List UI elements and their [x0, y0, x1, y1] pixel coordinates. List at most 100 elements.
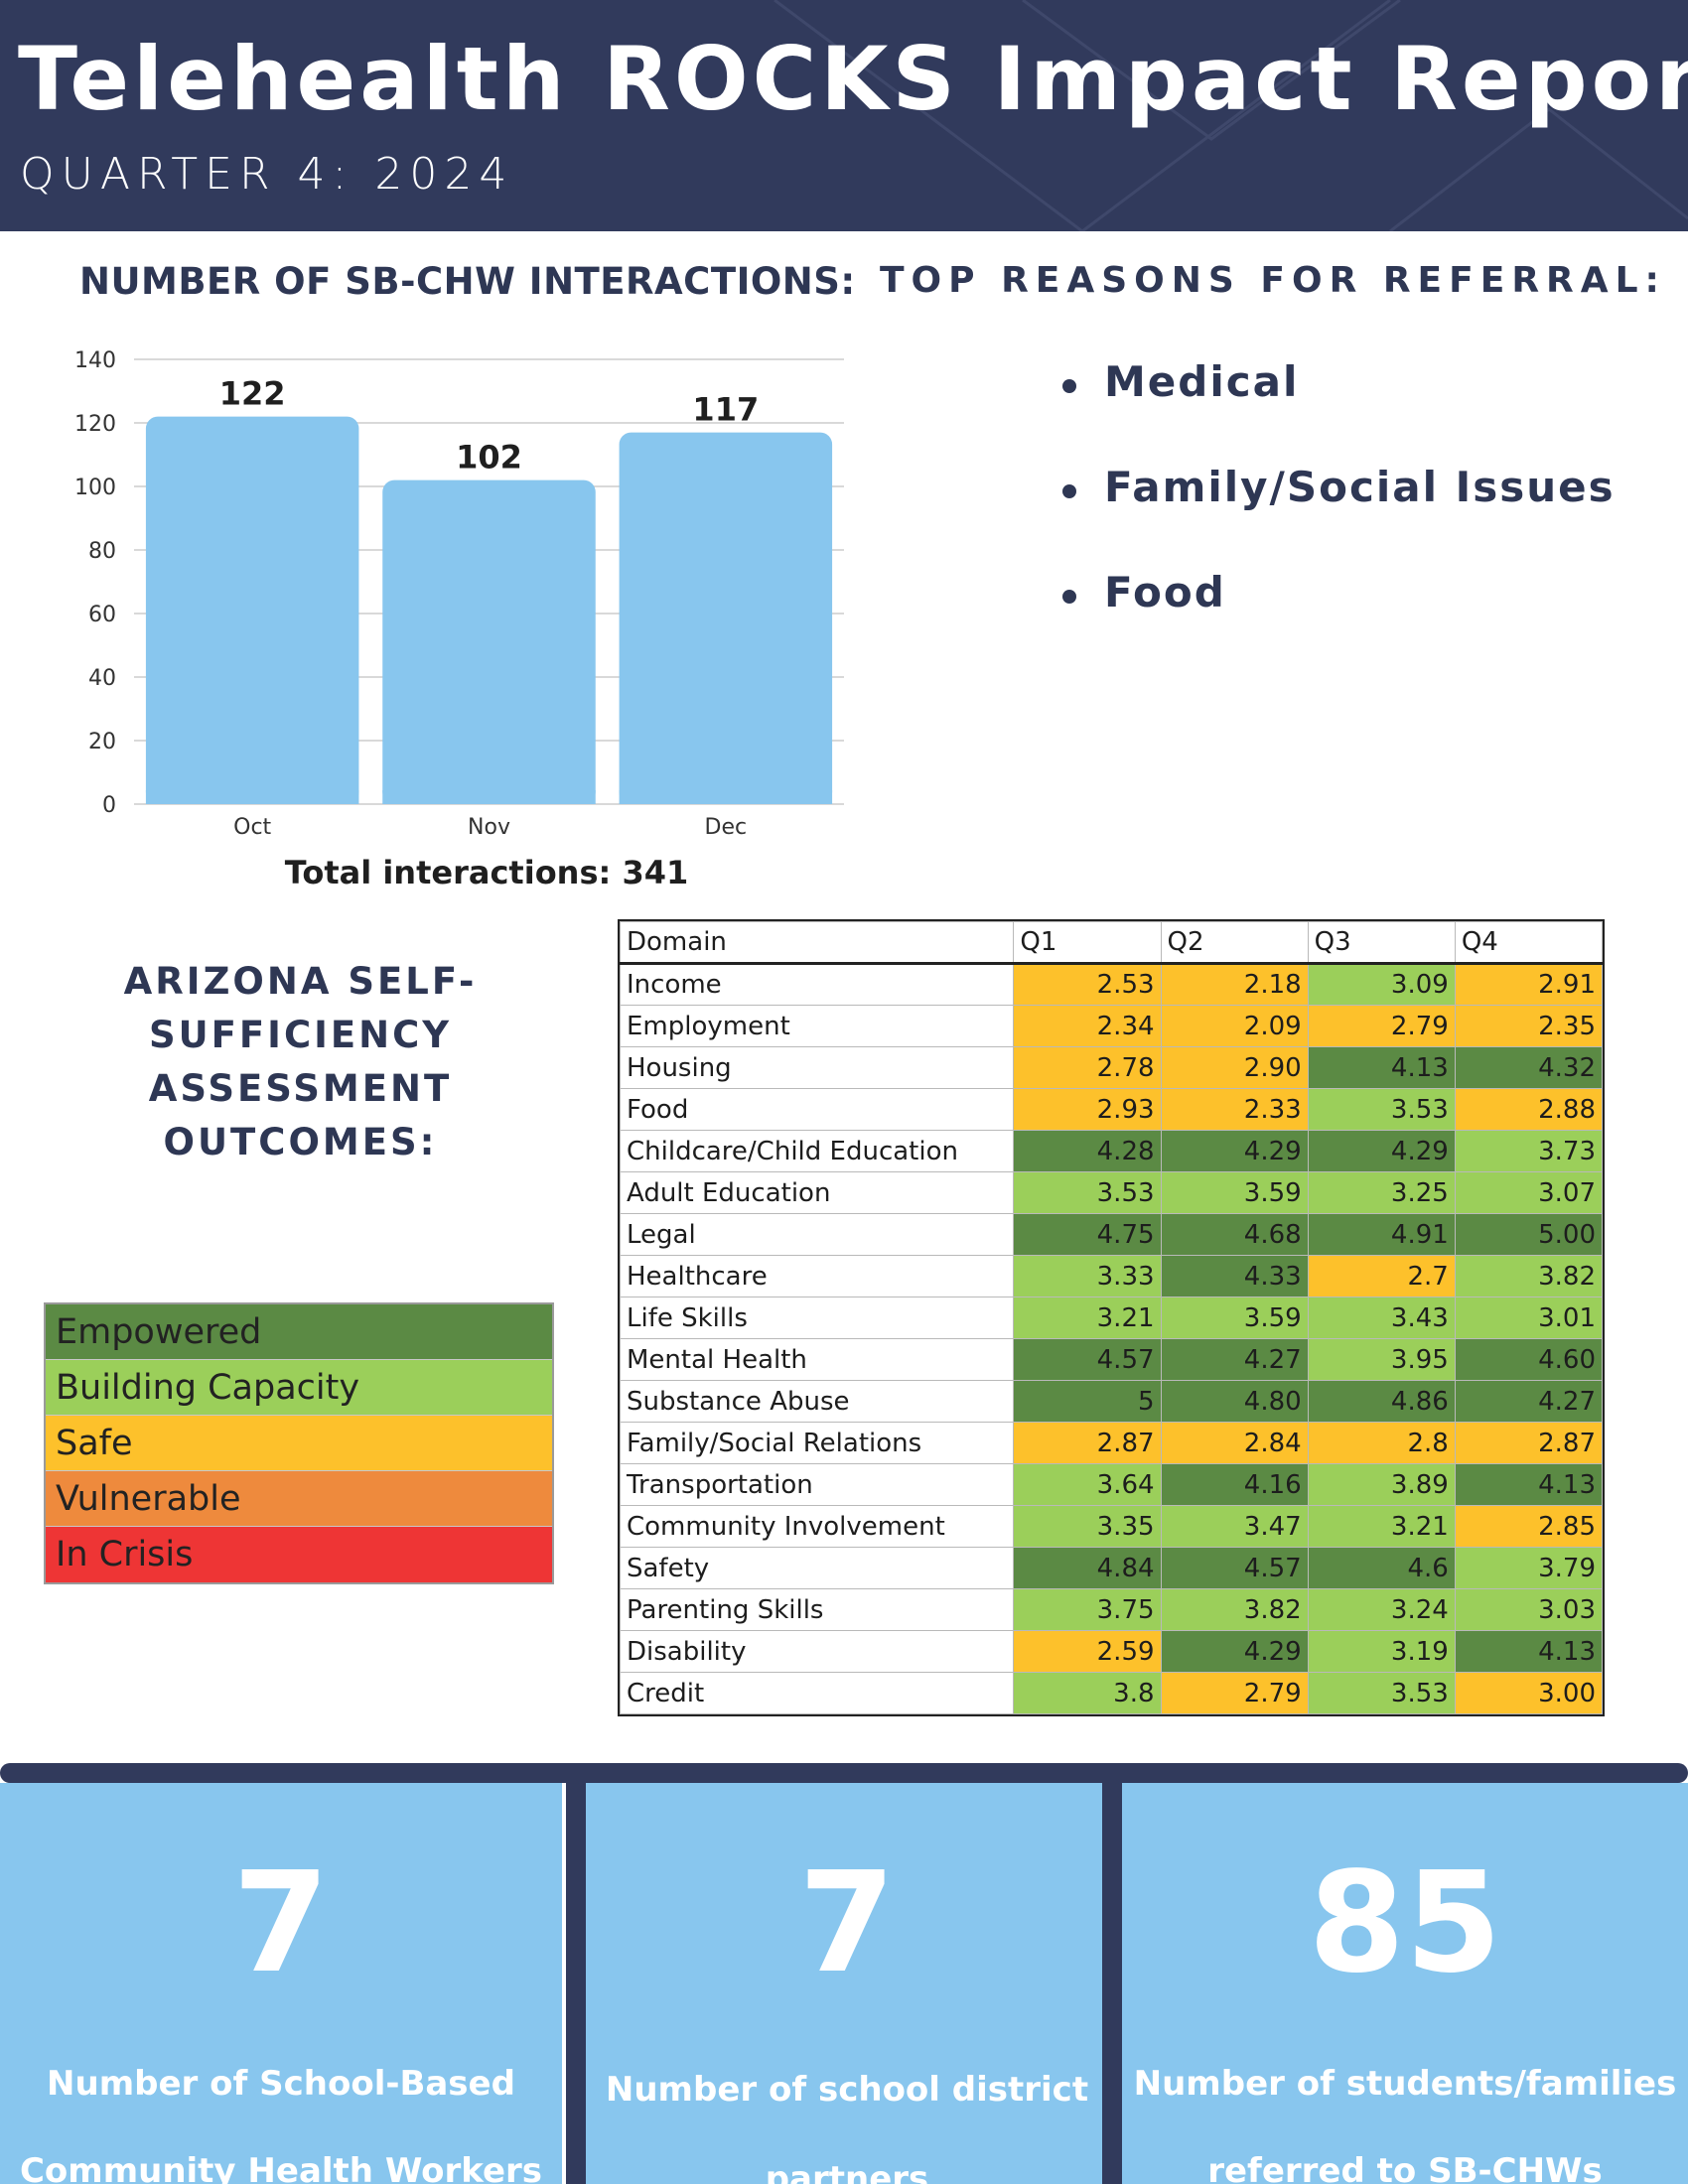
score-cell: 4.57	[1013, 1338, 1162, 1381]
score-cell: 4.29	[1307, 1130, 1456, 1172]
assessment-title-line: SUFFICIENCY	[148, 1014, 453, 1056]
score-cell: 3.82	[1160, 1588, 1309, 1631]
score-cell: 2.87	[1454, 1422, 1604, 1464]
score-cell: 4.75	[1013, 1213, 1162, 1256]
x-tick-label: Nov	[468, 815, 510, 840]
score-cell: 4.13	[1454, 1463, 1604, 1506]
score-cell: 3.59	[1160, 1171, 1309, 1214]
stat-label-line: Community Health Workers	[19, 2151, 543, 2184]
score-cell: 3.75	[1013, 1588, 1162, 1631]
domain-cell: Employment	[619, 1005, 1015, 1047]
table-row: Family/Social Relations 2.87 2.84 2.8 2.87	[619, 1422, 1604, 1464]
score-cell: 3.64	[1013, 1463, 1162, 1506]
score-cell: 3.07	[1454, 1171, 1604, 1214]
y-tick-label: 80	[88, 539, 116, 564]
domain-cell: Mental Health	[619, 1338, 1015, 1381]
score-cell: 2.35	[1454, 1005, 1604, 1047]
score-cell: 2.88	[1454, 1088, 1604, 1131]
stat-label-line: Number of students/families	[1133, 2064, 1677, 2104]
domain-cell: Parenting Skills	[619, 1588, 1015, 1631]
score-cell: 3.53	[1307, 1672, 1456, 1714]
score-cell: 2.93	[1013, 1088, 1162, 1131]
score-cell: 4.27	[1454, 1380, 1604, 1423]
y-tick-label: 60	[88, 603, 116, 627]
domain-cell: Family/Social Relations	[619, 1422, 1015, 1464]
score-cell: 4.57	[1160, 1547, 1309, 1589]
legend-in-crisis: In Crisis	[46, 1527, 552, 1582]
score-cell: 4.60	[1454, 1338, 1604, 1381]
header-q1: Q1	[1013, 921, 1162, 965]
table-row: Housing 2.78 2.90 4.13 4.32	[619, 1046, 1604, 1089]
score-cell: 4.68	[1160, 1213, 1309, 1256]
outcome-legend: Empowered Building Capacity Safe Vulnera…	[44, 1302, 554, 1584]
stats-divider	[566, 1783, 586, 2184]
score-cell: 3.82	[1454, 1255, 1604, 1297]
score-cell: 5.00	[1454, 1213, 1604, 1256]
bar	[382, 479, 596, 804]
score-cell: 2.78	[1013, 1046, 1162, 1089]
score-cell: 2.09	[1160, 1005, 1309, 1047]
stat-number: 7	[798, 1843, 896, 2004]
score-cell: 4.6	[1307, 1547, 1456, 1589]
referral-item: Food	[1053, 568, 1616, 673]
score-cell: 4.28	[1013, 1130, 1162, 1172]
score-cell: 2.18	[1160, 963, 1309, 1006]
score-cell: 2.33	[1160, 1088, 1309, 1131]
score-cell: 2.59	[1013, 1630, 1162, 1673]
score-cell: 4.84	[1013, 1547, 1162, 1589]
score-cell: 3.79	[1454, 1547, 1604, 1589]
bullet-icon	[1062, 484, 1076, 498]
y-tick-label: 20	[88, 730, 116, 754]
stat-label-line: Number of School-Based	[47, 2064, 515, 2104]
stat-label-line: partners	[765, 2159, 929, 2184]
bullet-icon	[1062, 379, 1076, 393]
score-cell: 4.91	[1307, 1213, 1456, 1256]
y-tick-label: 0	[102, 793, 116, 818]
table-row: Childcare/Child Education 4.28 4.29 4.29 3.7…	[619, 1130, 1604, 1172]
domain-cell: Housing	[619, 1046, 1015, 1089]
domain-cell: Credit	[619, 1672, 1015, 1714]
stat-number: 85	[1308, 1843, 1502, 2004]
legend-empowered: Empowered	[46, 1304, 552, 1360]
referral-title: TOP REASONS FOR REFERRAL:	[880, 260, 1666, 301]
score-cell: 2.79	[1160, 1672, 1309, 1714]
score-cell: 3.73	[1454, 1130, 1604, 1172]
y-tick-label: 40	[88, 666, 116, 691]
stat-district-partners: 7 Number of school district partners	[586, 1783, 1108, 2184]
score-cell: 3.89	[1307, 1463, 1456, 1506]
score-cell: 3.47	[1160, 1505, 1309, 1548]
x-tick-label: Oct	[233, 815, 271, 840]
bar-base	[619, 790, 833, 804]
referral-item: Family/Social Issues	[1053, 463, 1616, 568]
header-q4: Q4	[1454, 921, 1604, 965]
header-domain: Domain	[619, 921, 1015, 965]
report-header: Telehealth ROCKS Impact Report QUARTER 4…	[0, 0, 1688, 231]
report-title: Telehealth ROCKS Impact Report	[18, 28, 1688, 130]
score-cell: 3.43	[1307, 1297, 1456, 1339]
table-header-row: Domain Q1 Q2 Q3 Q4	[619, 921, 1604, 965]
table-row: Substance Abuse 5 4.80 4.86 4.27	[619, 1380, 1604, 1423]
table-row: Safety 4.84 4.57 4.6 3.79	[619, 1547, 1604, 1589]
score-cell: 4.32	[1454, 1046, 1604, 1089]
stat-referred-families: 85 Number of students/families referred …	[1122, 1783, 1688, 2184]
bar-base	[145, 790, 359, 804]
domain-cell: Safety	[619, 1547, 1015, 1589]
score-cell: 3.33	[1013, 1255, 1162, 1297]
table-row: Life Skills 3.21 3.59 3.43 3.01	[619, 1297, 1604, 1339]
domain-cell: Healthcare	[619, 1255, 1015, 1297]
domain-cell: Disability	[619, 1630, 1015, 1673]
domain-cell: Substance Abuse	[619, 1380, 1015, 1423]
assessment-title-line: ARIZONA SELF-	[123, 960, 478, 1003]
referral-item-label: Medical	[1104, 357, 1300, 406]
y-tick-label: 140	[74, 348, 116, 373]
domain-cell: Food	[619, 1088, 1015, 1131]
assessment-title-line: ASSESSMENT OUTCOMES:	[148, 1067, 453, 1163]
header-q3: Q3	[1307, 921, 1456, 965]
legend-vulnerable: Vulnerable	[46, 1471, 552, 1527]
bar-base	[382, 790, 596, 804]
score-cell: 3.01	[1454, 1297, 1604, 1339]
score-cell: 3.21	[1013, 1297, 1162, 1339]
table-row: Income 2.53 2.18 3.09 2.91	[619, 963, 1604, 1006]
score-cell: 3.03	[1454, 1588, 1604, 1631]
stat-label-line: referred to SB-CHWs	[1207, 2151, 1603, 2184]
